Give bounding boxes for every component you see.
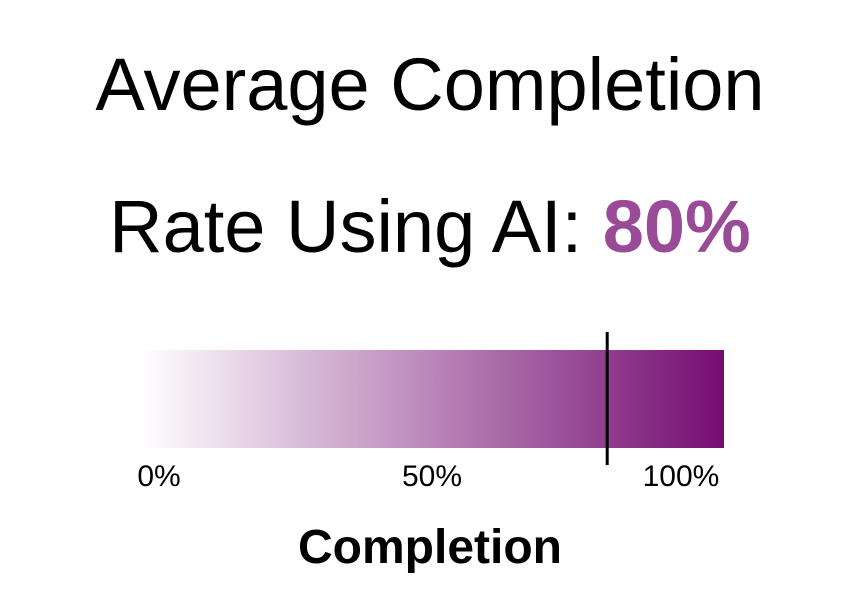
- chart-title-line-1: Average Completion: [95, 43, 765, 126]
- tick-label: 50%: [402, 460, 462, 493]
- chart-title-prefix: Rate Using AI:: [109, 185, 603, 268]
- tick-label: 100%: [643, 460, 720, 493]
- tick-label: 0%: [137, 460, 180, 493]
- x-axis-title: Completion: [298, 521, 562, 574]
- gradient-bar: [140, 350, 724, 448]
- chart-title-value: 80%: [602, 185, 751, 268]
- completion-gradient-chart: 0% 50% 100% Completion: [137, 332, 724, 574]
- chart-title-line-2: Rate Using AI: 80%: [0, 190, 860, 264]
